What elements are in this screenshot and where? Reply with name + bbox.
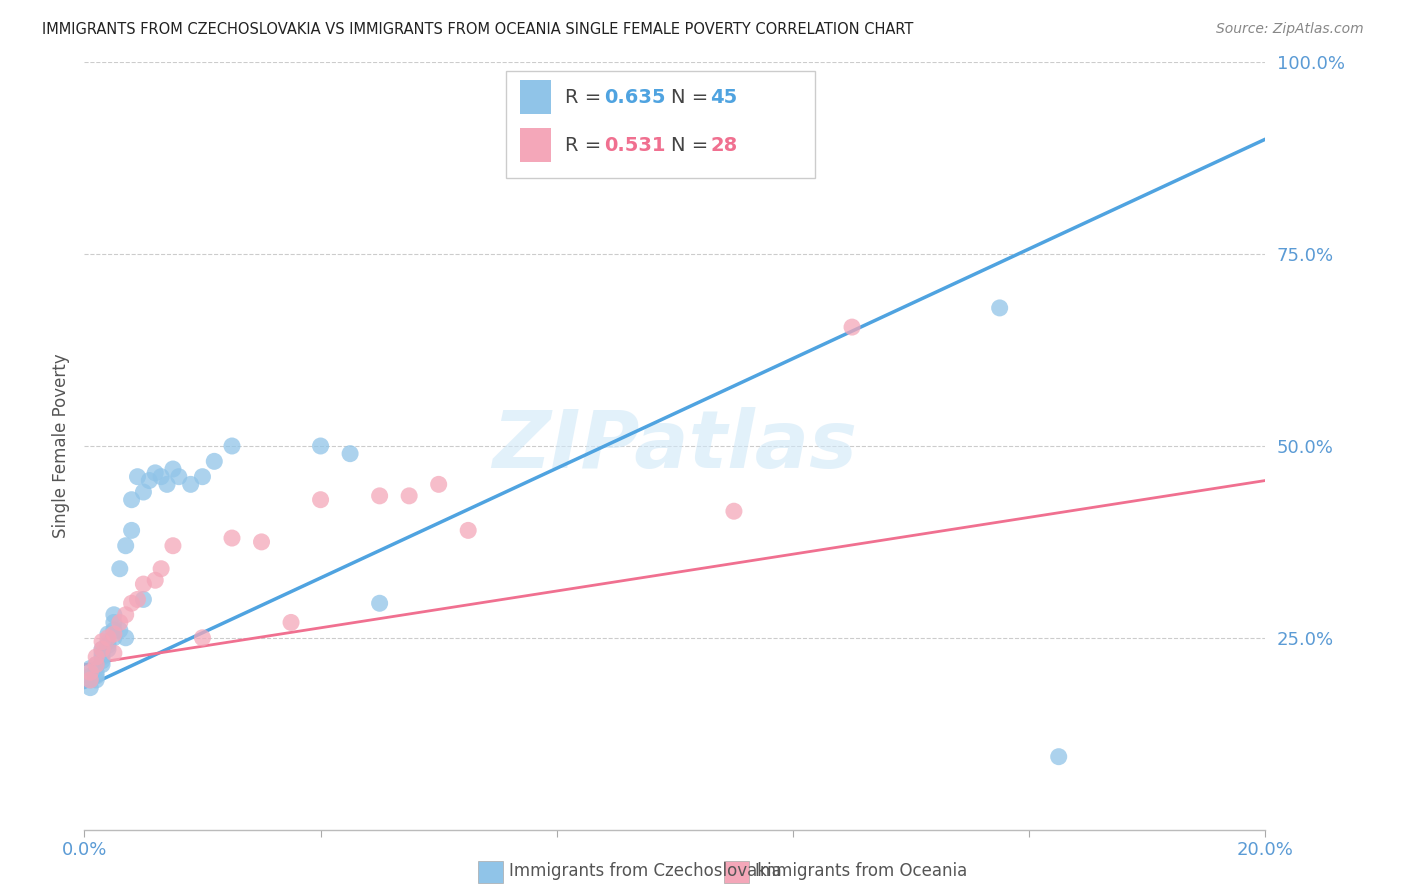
Point xyxy=(132,592,155,607)
Point xyxy=(103,615,125,630)
Point xyxy=(91,657,114,672)
Point xyxy=(79,661,101,675)
Point xyxy=(121,524,143,538)
Point xyxy=(114,607,136,622)
Point xyxy=(138,474,160,488)
Point xyxy=(280,615,302,630)
Text: 28: 28 xyxy=(710,136,737,155)
Point xyxy=(150,562,173,576)
Point xyxy=(150,469,173,483)
Point xyxy=(91,649,114,664)
Point xyxy=(79,673,101,687)
Point xyxy=(84,657,107,672)
Point xyxy=(84,665,107,680)
Point xyxy=(79,669,101,683)
Point xyxy=(221,439,243,453)
Point xyxy=(398,489,420,503)
Point xyxy=(339,447,361,461)
Point xyxy=(91,642,114,657)
Point xyxy=(841,320,863,334)
Point xyxy=(97,634,120,648)
Point xyxy=(132,577,155,591)
Point xyxy=(191,469,214,483)
Text: ZIPatlas: ZIPatlas xyxy=(492,407,858,485)
Point xyxy=(202,454,225,468)
Point xyxy=(97,631,120,645)
Point xyxy=(91,654,114,668)
Point xyxy=(79,681,101,695)
Point xyxy=(97,639,120,653)
Point xyxy=(121,596,143,610)
Text: 45: 45 xyxy=(710,87,737,107)
Point xyxy=(91,634,114,648)
Point xyxy=(108,623,131,637)
Point xyxy=(91,646,114,660)
Text: N =: N = xyxy=(671,136,714,155)
Point xyxy=(162,462,184,476)
Point xyxy=(103,646,125,660)
Point xyxy=(84,673,107,687)
Point xyxy=(84,649,107,664)
Point xyxy=(143,573,166,587)
Point xyxy=(167,469,190,483)
Text: IMMIGRANTS FROM CZECHOSLOVAKIA VS IMMIGRANTS FROM OCEANIA SINGLE FEMALE POVERTY : IMMIGRANTS FROM CZECHOSLOVAKIA VS IMMIGR… xyxy=(42,22,914,37)
Point xyxy=(162,539,184,553)
Point xyxy=(108,562,131,576)
Point xyxy=(250,534,273,549)
Point xyxy=(103,607,125,622)
Point xyxy=(1047,749,1070,764)
Text: R =: R = xyxy=(565,87,607,107)
Point xyxy=(114,631,136,645)
Point xyxy=(988,301,1011,315)
Point xyxy=(108,615,131,630)
Point xyxy=(127,469,149,483)
Text: N =: N = xyxy=(671,87,714,107)
Text: 0.531: 0.531 xyxy=(605,136,666,155)
Point xyxy=(132,485,155,500)
Point xyxy=(121,492,143,507)
Text: Immigrants from Czechoslovakia: Immigrants from Czechoslovakia xyxy=(509,863,782,880)
Point xyxy=(143,466,166,480)
Point xyxy=(127,592,149,607)
Point xyxy=(427,477,450,491)
Point xyxy=(180,477,202,491)
Point xyxy=(84,657,107,672)
Point xyxy=(723,504,745,518)
Point xyxy=(156,477,179,491)
Text: 0.635: 0.635 xyxy=(605,87,666,107)
Point xyxy=(97,627,120,641)
Y-axis label: Single Female Poverty: Single Female Poverty xyxy=(52,354,70,538)
Point xyxy=(103,627,125,641)
Point xyxy=(84,669,107,683)
Point xyxy=(457,524,479,538)
Text: Immigrants from Oceania: Immigrants from Oceania xyxy=(755,863,967,880)
Point xyxy=(309,492,332,507)
Point xyxy=(79,673,101,687)
Point xyxy=(221,531,243,545)
Point xyxy=(97,642,120,657)
Point xyxy=(79,665,101,680)
Point xyxy=(368,596,391,610)
Text: Source: ZipAtlas.com: Source: ZipAtlas.com xyxy=(1216,22,1364,37)
Point xyxy=(368,489,391,503)
Text: R =: R = xyxy=(565,136,607,155)
Point xyxy=(103,631,125,645)
Point xyxy=(91,642,114,657)
Point xyxy=(191,631,214,645)
Point xyxy=(103,623,125,637)
Point xyxy=(114,539,136,553)
Point xyxy=(309,439,332,453)
